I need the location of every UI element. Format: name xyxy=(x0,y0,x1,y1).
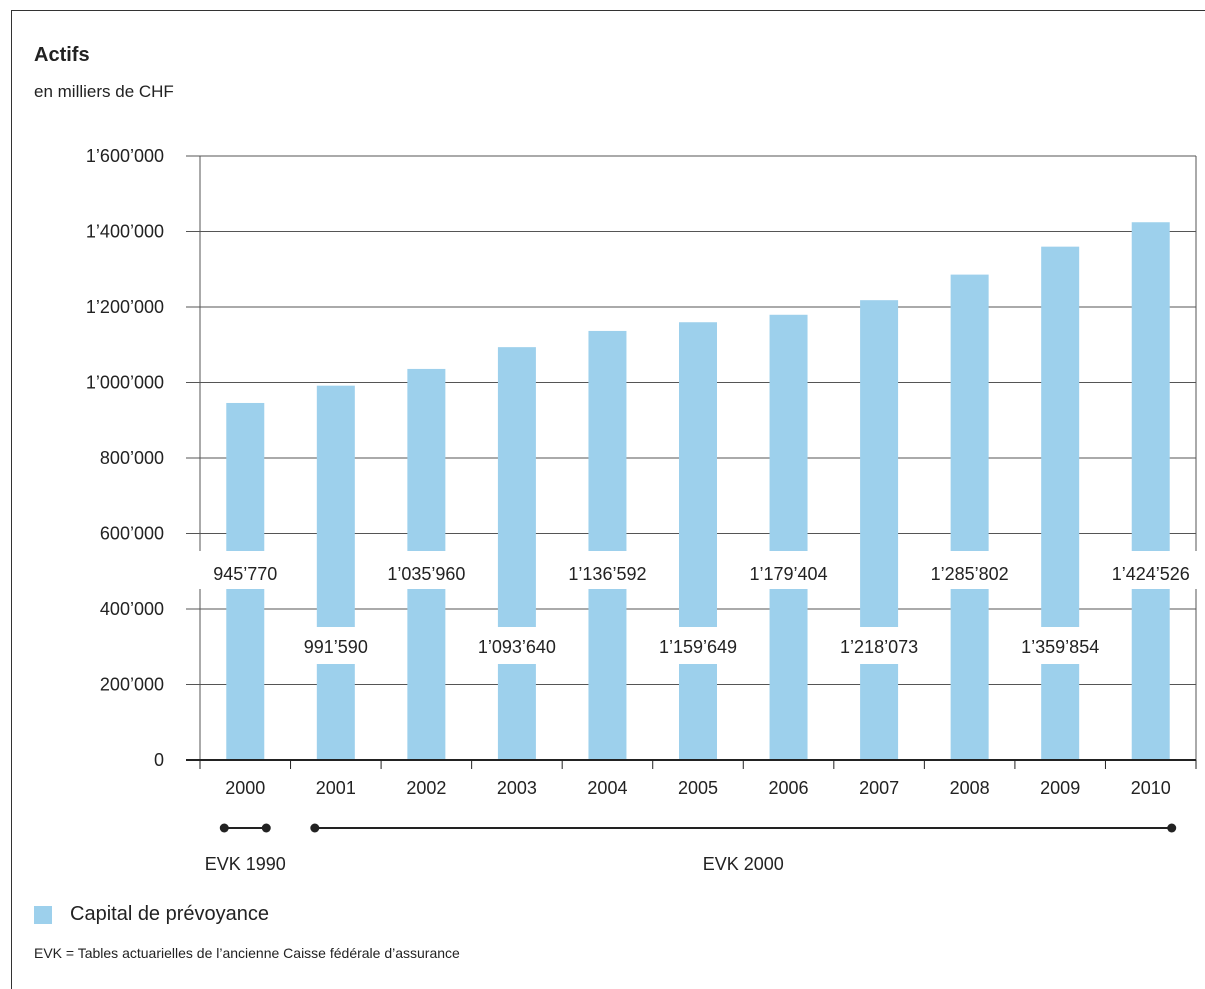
x-tick-label: 2003 xyxy=(497,778,537,798)
legend-swatch xyxy=(34,905,52,924)
y-tick-label: 200’000 xyxy=(100,675,164,695)
x-tick-label: 2009 xyxy=(1040,778,1080,798)
y-tick-label: 1’400’000 xyxy=(86,222,164,242)
bar xyxy=(679,322,717,760)
x-tick-label: 2007 xyxy=(859,778,899,798)
chart-subtitle: en milliers de CHF xyxy=(34,82,174,101)
x-tick-label: 2002 xyxy=(406,778,446,798)
value-label: 945’770 xyxy=(213,564,277,584)
y-tick-label: 1’600’000 xyxy=(86,146,164,166)
x-tick-label: 2006 xyxy=(769,778,809,798)
period-label: EVK 2000 xyxy=(703,854,784,874)
bar xyxy=(316,385,355,760)
bar xyxy=(860,300,899,760)
value-label: 1’159’649 xyxy=(659,637,737,657)
y-tick-label: 600’000 xyxy=(100,524,164,544)
chart-frame xyxy=(11,10,1205,989)
period-start-dot xyxy=(310,823,320,833)
value-label-background xyxy=(1004,627,1117,664)
period-end-dot xyxy=(261,823,271,833)
value-label: 1’218’073 xyxy=(840,637,918,657)
x-tick-label: 2010 xyxy=(1131,778,1171,798)
chart-title: Actifs xyxy=(34,44,90,66)
bar xyxy=(950,274,989,760)
bar xyxy=(1131,222,1170,760)
value-label-background xyxy=(189,551,302,589)
value-label-background xyxy=(913,551,1026,589)
value-label-background xyxy=(460,627,573,664)
value-label: 1’424’526 xyxy=(1112,564,1190,584)
value-label: 1’285’802 xyxy=(931,564,1009,584)
bar xyxy=(588,330,627,760)
x-tick-label: 2001 xyxy=(316,778,356,798)
period-end-dot xyxy=(1167,823,1177,833)
value-label: 991’590 xyxy=(304,637,368,657)
footnote: EVK = Tables actuarielles de l’ancienne … xyxy=(34,945,460,961)
x-tick-label: 2004 xyxy=(587,778,627,798)
bar xyxy=(769,314,808,760)
legend-label: Capital de prévoyance xyxy=(70,903,270,925)
value-label-background xyxy=(642,627,754,664)
y-tick-label: 400’000 xyxy=(100,599,164,619)
bar xyxy=(1041,246,1080,760)
value-label-background xyxy=(551,551,664,589)
x-tick-label: 2005 xyxy=(678,778,718,798)
y-tick-label: 1’200’000 xyxy=(86,297,164,317)
value-label: 1’035’960 xyxy=(387,564,465,584)
value-label-background xyxy=(1094,551,1205,589)
period-label: EVK 1990 xyxy=(205,854,286,874)
bar xyxy=(497,347,536,760)
value-label-background xyxy=(370,551,483,589)
y-tick-label: 0 xyxy=(154,750,164,770)
value-label: 1’093’640 xyxy=(478,637,556,657)
legend: Capital de prévoyance xyxy=(34,903,269,926)
value-label-background xyxy=(823,627,936,664)
value-label: 1’136’592 xyxy=(568,564,646,584)
value-label: 1’359’854 xyxy=(1021,637,1099,657)
y-tick-label: 1’000’000 xyxy=(86,373,164,393)
value-label-background xyxy=(279,627,392,664)
y-tick-label: 800’000 xyxy=(100,448,164,468)
period-start-dot xyxy=(219,823,229,833)
x-tick-label: 2008 xyxy=(950,778,990,798)
value-label: 1’179’404 xyxy=(750,564,828,584)
value-label-background xyxy=(732,551,845,589)
x-tick-label: 2000 xyxy=(225,778,265,798)
